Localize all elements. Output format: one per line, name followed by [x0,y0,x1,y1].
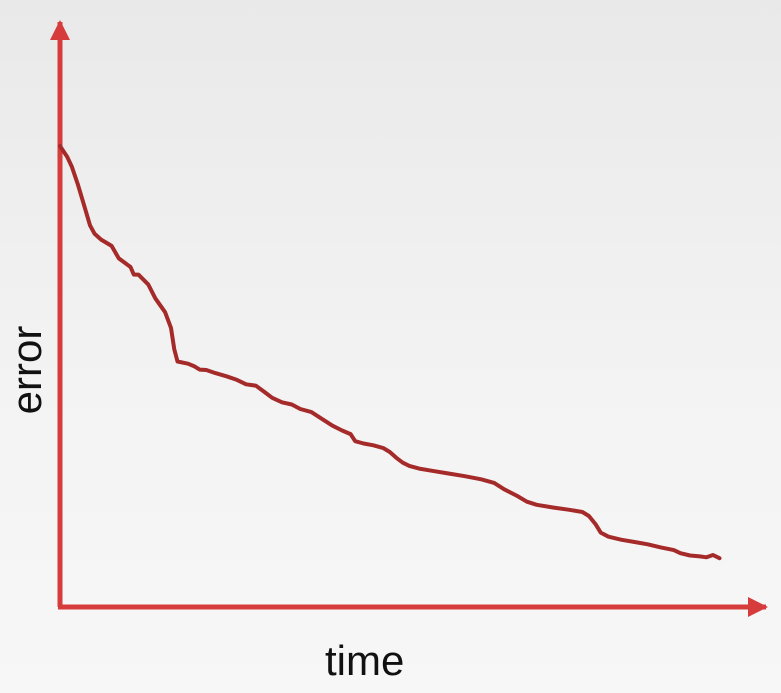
error-curve [58,144,722,561]
x-axis-label: time [325,637,405,684]
y-axis-label: error [3,325,50,415]
